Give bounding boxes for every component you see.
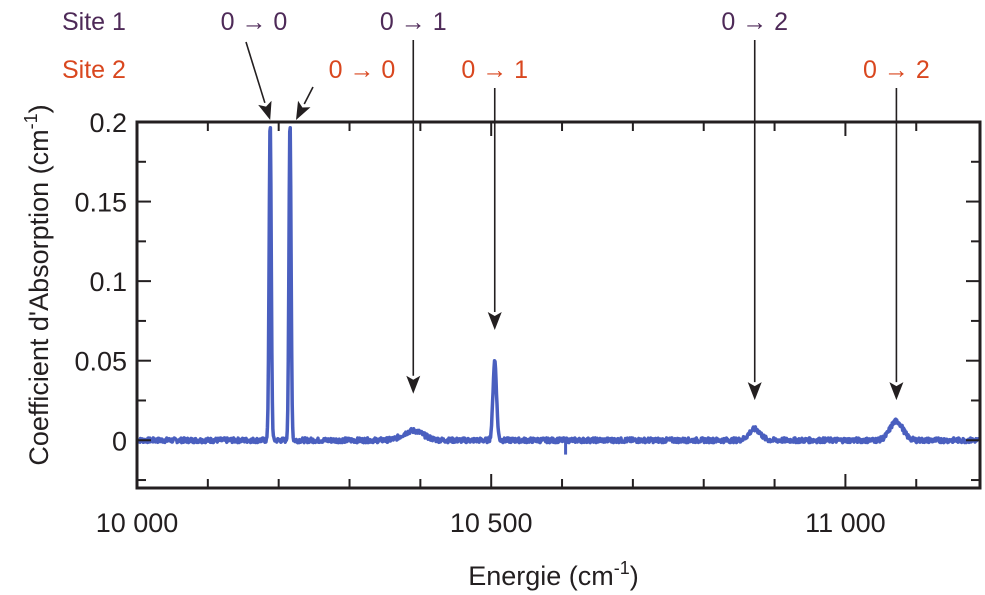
y-tick-label: 0 — [112, 426, 127, 456]
x-tick-label: 11 000 — [805, 508, 886, 538]
annotation-arrowhead — [747, 382, 762, 401]
annotation-arrowhead — [889, 382, 904, 401]
annotation-arrowhead — [258, 100, 272, 120]
spectrum-line — [135, 125, 981, 445]
transition-label: 0 → 2 — [863, 56, 930, 84]
transition-label: 0 → 0 — [329, 56, 396, 84]
annotation-layer: 0 → 0 0 → 1 0 → 2 0 → 0 0 → 1 0 → 2 — [221, 8, 930, 401]
annotation-arrow — [303, 86, 314, 105]
y-tick-label: 0.2 — [89, 108, 127, 138]
plot-frame — [135, 120, 982, 490]
legend-site-1: Site 1 — [62, 8, 126, 36]
x-tick-label: 10 000 — [96, 508, 179, 538]
annotation-arrowhead — [487, 312, 502, 331]
y-tick-label: 0.05 — [74, 347, 127, 377]
transition-label: 0 → 0 — [221, 8, 288, 36]
annotation-arrow — [245, 41, 266, 104]
y-tick-label: 0.15 — [74, 188, 127, 218]
x-axis-title: Energie (cm-1) — [468, 558, 639, 591]
transition-label: 0 → 1 — [380, 8, 447, 36]
legend-site-2: Site 2 — [62, 56, 126, 84]
transition-label: 0 → 1 — [461, 56, 528, 84]
ticks-layer: 10 000 10 500 11 000 0 0.05 0.1 0.15 0.2 — [74, 108, 980, 538]
data-layer — [135, 125, 981, 455]
x-tick-label: 10 500 — [450, 508, 533, 538]
y-tick-label: 0.1 — [89, 267, 127, 297]
transition-label: 0 → 2 — [721, 8, 788, 36]
y-axis-title: Coefficient d'Absorption (cm-1) — [21, 104, 54, 465]
annotation-arrowhead — [406, 375, 421, 394]
annotation-arrowhead — [296, 100, 311, 120]
